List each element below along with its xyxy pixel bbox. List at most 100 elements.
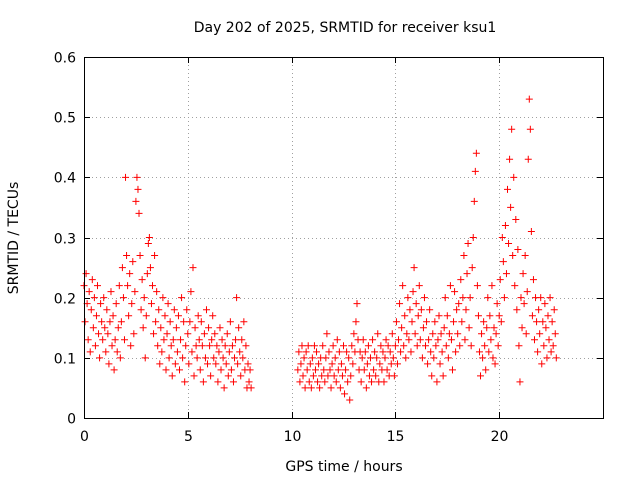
- data-point: [416, 336, 424, 344]
- data-point: [433, 378, 441, 386]
- data-point: [150, 330, 158, 338]
- data-point: [349, 360, 357, 368]
- data-point: [90, 294, 98, 302]
- data-point: [373, 354, 381, 362]
- data-point: [510, 173, 518, 181]
- data-point: [192, 342, 200, 350]
- data-point: [324, 372, 332, 380]
- data-point: [407, 348, 415, 356]
- data-point: [214, 378, 222, 386]
- data-point: [100, 294, 108, 302]
- data-point: [306, 360, 314, 368]
- data-point: [455, 300, 463, 308]
- data-point: [384, 342, 392, 350]
- y-tick-label: 0.6: [54, 51, 76, 67]
- data-point: [411, 330, 419, 338]
- data-point: [481, 342, 489, 350]
- data-point: [440, 324, 448, 332]
- data-point: [368, 378, 376, 386]
- data-point: [221, 342, 229, 350]
- data-point: [231, 354, 239, 362]
- data-point: [242, 342, 250, 350]
- data-point: [457, 276, 465, 284]
- data-point: [320, 366, 328, 374]
- data-point: [382, 336, 390, 344]
- data-point: [390, 372, 398, 380]
- data-point: [129, 258, 137, 266]
- data-point: [429, 330, 437, 338]
- data-point: [453, 306, 461, 314]
- data-point: [548, 318, 556, 326]
- data-point: [236, 348, 244, 356]
- data-point: [332, 378, 340, 386]
- data-point: [217, 366, 225, 374]
- data-point: [401, 312, 409, 320]
- data-point: [122, 173, 130, 181]
- data-point: [117, 318, 125, 326]
- data-point: [465, 324, 473, 332]
- data-point: [483, 324, 491, 332]
- x-tick-label: 0: [80, 429, 89, 445]
- data-point: [226, 318, 234, 326]
- data-point: [186, 318, 194, 326]
- data-point: [466, 294, 474, 302]
- data-point: [295, 348, 303, 356]
- data-point: [499, 258, 507, 266]
- data-point: [228, 342, 236, 350]
- data-point: [321, 378, 329, 386]
- data-point: [87, 306, 95, 314]
- data-point: [364, 342, 372, 350]
- data-point: [346, 396, 354, 404]
- data-point: [116, 354, 124, 362]
- data-point: [419, 324, 427, 332]
- data-point: [488, 282, 496, 290]
- data-point: [498, 234, 506, 241]
- data-point: [388, 330, 396, 338]
- data-point: [205, 324, 213, 332]
- data-point: [537, 294, 545, 302]
- data-point: [487, 336, 495, 344]
- data-point: [438, 348, 446, 356]
- data-point: [107, 288, 115, 296]
- data-point: [452, 348, 460, 356]
- data-point: [120, 336, 128, 344]
- data-point: [479, 354, 487, 362]
- data-point: [164, 300, 172, 308]
- data-point: [439, 372, 447, 380]
- data-point: [218, 336, 226, 344]
- data-point: [541, 300, 549, 308]
- data-point: [213, 342, 221, 350]
- data-point: [462, 306, 470, 314]
- data-point: [331, 354, 339, 362]
- y-axis-label: SRMTID / TECUs: [6, 182, 22, 295]
- data-point: [424, 360, 432, 368]
- data-point: [156, 360, 164, 368]
- data-point: [326, 366, 334, 374]
- data-point: [152, 318, 160, 326]
- data-point: [551, 330, 559, 338]
- data-point: [155, 306, 163, 314]
- data-point: [146, 264, 154, 272]
- data-point: [215, 348, 223, 356]
- data-point: [365, 372, 373, 380]
- data-point: [161, 312, 169, 320]
- data-point: [468, 264, 476, 272]
- data-point: [472, 149, 480, 157]
- data-point: [434, 336, 442, 344]
- data-point: [206, 342, 214, 350]
- axes: 0 0.1 0.2 0.3 0.4 0.5 0.6 0 5 10 15 20: [54, 51, 603, 445]
- data-point: [178, 294, 186, 302]
- data-point: [201, 354, 209, 362]
- data-point: [294, 366, 302, 374]
- data-point: [219, 354, 227, 362]
- data-point: [418, 354, 426, 362]
- y-tick-label: 0.3: [54, 232, 76, 248]
- data-point: [460, 252, 468, 260]
- data-point: [509, 252, 517, 260]
- data-point: [529, 276, 537, 284]
- data-point: [502, 270, 510, 278]
- data-point: [193, 354, 201, 362]
- data-point: [189, 264, 197, 272]
- data-point: [445, 330, 453, 338]
